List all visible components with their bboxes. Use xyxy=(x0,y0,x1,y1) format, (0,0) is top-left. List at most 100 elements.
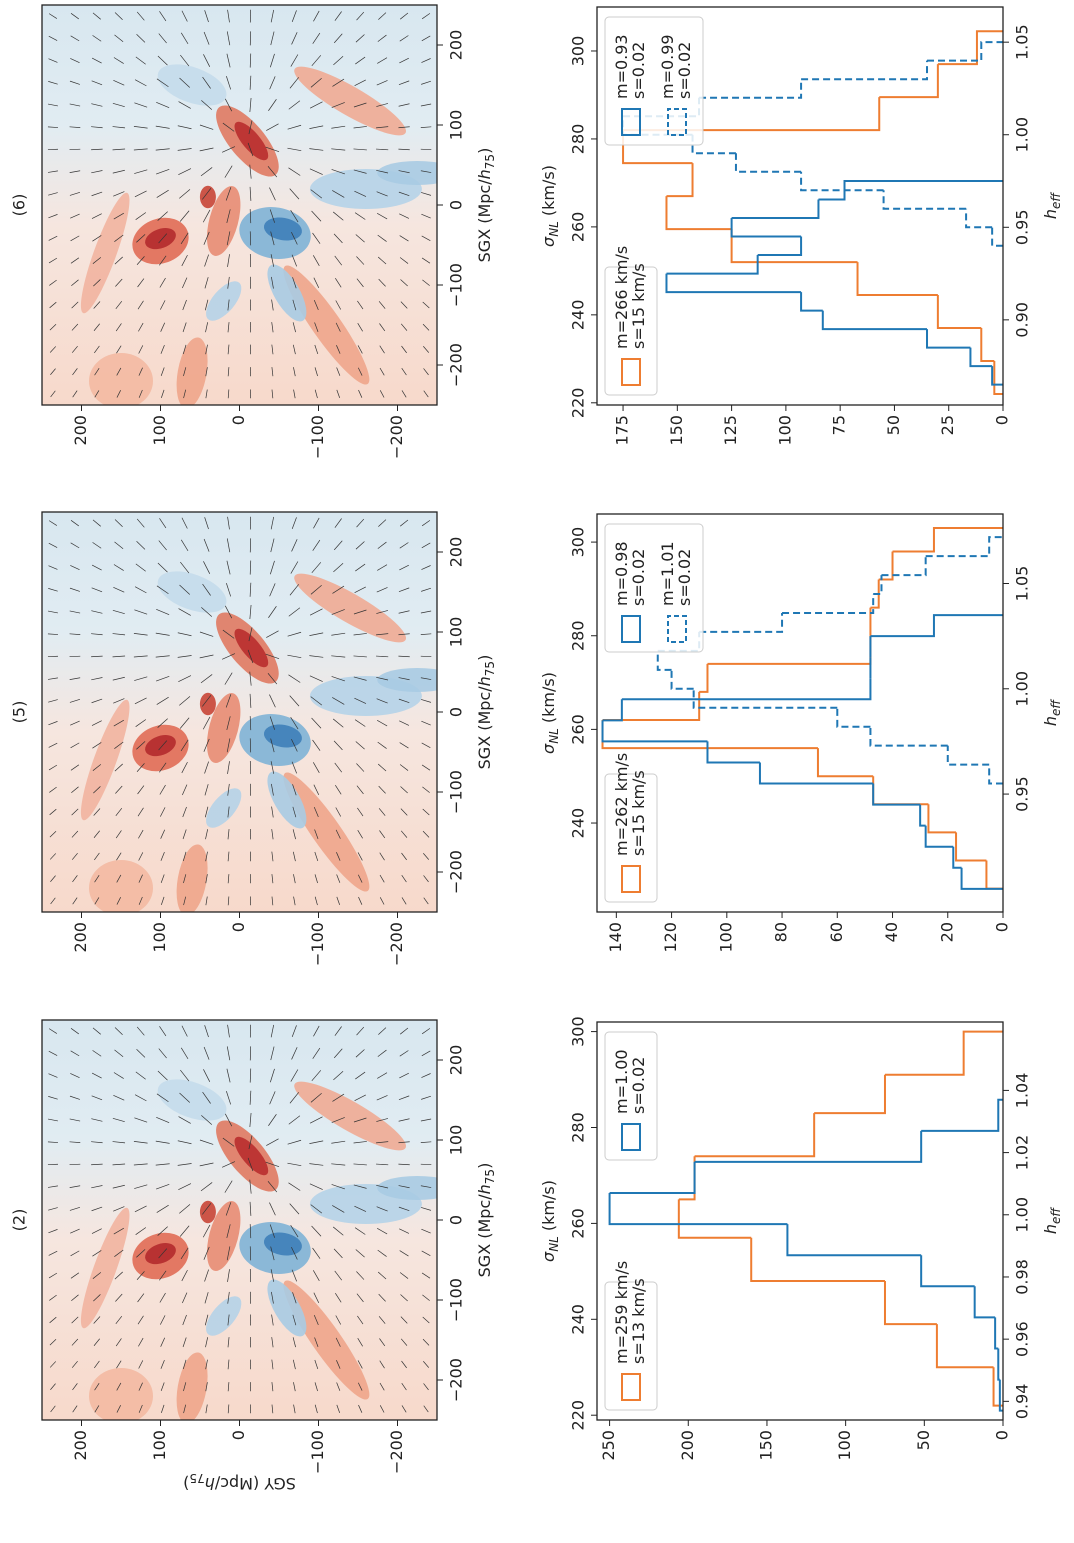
flow-arrow xyxy=(113,719,124,727)
flow-arrow xyxy=(271,829,274,840)
flow-arrow xyxy=(354,586,366,593)
flow-arrow xyxy=(182,344,187,355)
flow-arrow xyxy=(377,256,387,265)
flow-arrow xyxy=(377,763,387,772)
flow-arrow xyxy=(160,344,165,354)
flow-arrow xyxy=(225,1202,232,1216)
legend-label: m=0.98 xyxy=(612,541,631,606)
flow-arrow xyxy=(248,627,253,642)
flow-arrow xyxy=(91,720,102,726)
legend-handle xyxy=(621,615,641,643)
y-tick-label: 150 xyxy=(667,415,686,446)
flow-arrow xyxy=(91,213,102,219)
flow-arrow xyxy=(249,1224,252,1239)
flow-arrow xyxy=(92,742,102,749)
flow-arrow xyxy=(353,169,367,174)
flow-arrow xyxy=(160,851,165,861)
flow-arrow xyxy=(399,1027,409,1035)
flow-arrow xyxy=(356,1293,364,1303)
flow-arrow xyxy=(69,587,80,592)
flow-arrow xyxy=(354,79,366,86)
flow-arrow xyxy=(247,649,254,664)
flow-arrow xyxy=(226,31,231,46)
flow-arrow xyxy=(270,31,275,46)
flow-arrow xyxy=(333,56,344,66)
flow-arrow xyxy=(377,1049,387,1057)
flow-arrow xyxy=(71,345,78,353)
flow-arrow xyxy=(335,1337,341,1347)
flow-arrow xyxy=(354,1205,367,1212)
histogram-step xyxy=(750,1237,885,1282)
flow-arrow xyxy=(155,125,170,129)
flow-arrow xyxy=(376,169,389,174)
flow-arrow xyxy=(226,1068,231,1083)
flow-arrow xyxy=(47,1185,58,1188)
flow-arrow xyxy=(48,1207,58,1211)
flow-arrow xyxy=(376,676,389,681)
flow-arrow xyxy=(138,852,144,861)
x-tick-label: 100 xyxy=(447,1125,466,1156)
flow-arrow xyxy=(71,279,79,287)
flow-arrow xyxy=(156,1204,169,1213)
flow-arrow xyxy=(159,1026,167,1037)
y-tick-label: 75 xyxy=(830,415,849,435)
flow-arrow xyxy=(270,560,275,575)
flow-arrow xyxy=(422,1294,430,1301)
flow-arrow xyxy=(48,588,58,592)
histogram-step xyxy=(997,1348,1000,1381)
y-tick-label: 120 xyxy=(661,922,680,953)
flow-arrow xyxy=(48,721,58,726)
flow-arrow xyxy=(378,1027,387,1035)
flow-arrow xyxy=(423,1361,430,1368)
density-blob xyxy=(267,1279,307,1337)
y-tick-label: 40 xyxy=(882,922,901,942)
flow-arrow xyxy=(227,783,230,796)
flow-arrow xyxy=(271,1404,274,1414)
flow-arrow xyxy=(398,655,410,658)
flow-arrow xyxy=(224,165,233,178)
flow-arrow xyxy=(227,1024,230,1038)
flow-arrow xyxy=(226,738,231,753)
histogram-step xyxy=(782,594,875,614)
flow-arrow xyxy=(420,1141,432,1143)
flow-arrow xyxy=(376,1118,389,1122)
flow-arrow xyxy=(398,1163,410,1166)
flow-arrow xyxy=(47,1118,58,1122)
flow-arrow xyxy=(287,654,302,659)
flow-arrow xyxy=(179,1092,191,1103)
x-tick-label: 1.04 xyxy=(1013,1073,1032,1109)
histogram-step xyxy=(969,347,993,368)
flow-arrow xyxy=(112,1184,125,1189)
flow-arrow xyxy=(379,874,385,883)
density-blob xyxy=(157,64,227,106)
flow-arrow xyxy=(115,830,122,839)
flow-arrow xyxy=(377,1271,387,1280)
flow-arrow xyxy=(292,1292,297,1304)
flow-arrow xyxy=(422,830,430,838)
flow-arrow xyxy=(376,655,389,658)
flow-arrow xyxy=(357,852,363,861)
flow-arrow xyxy=(266,630,279,638)
flow-arrow xyxy=(377,34,387,42)
flow-arrow xyxy=(249,1068,252,1083)
histogram-step xyxy=(872,783,921,806)
flow-arrow xyxy=(271,389,274,399)
flow-arrow xyxy=(179,77,191,88)
y-tick-label: 100 xyxy=(150,1430,169,1461)
x2-tick-label: 280 xyxy=(569,620,588,651)
flow-arrow xyxy=(134,697,147,705)
flow-arrow xyxy=(179,696,191,706)
flow-arrow xyxy=(136,234,146,243)
flow-arrow xyxy=(399,235,409,242)
y-axis-label-sub: 75 xyxy=(189,1472,204,1486)
flow-arrow xyxy=(270,761,275,774)
flow-arrow xyxy=(135,563,146,572)
flow-arrow xyxy=(270,1068,275,1083)
flow-arrow xyxy=(50,875,56,882)
flow-arrow xyxy=(179,1225,190,1237)
flow-arrow xyxy=(266,1138,279,1146)
flow-arrow xyxy=(422,279,430,286)
histogram-step xyxy=(993,361,1003,396)
flow-arrow xyxy=(114,763,123,772)
x-axis-label-text: SGX (Mpc/ xyxy=(475,1194,494,1278)
